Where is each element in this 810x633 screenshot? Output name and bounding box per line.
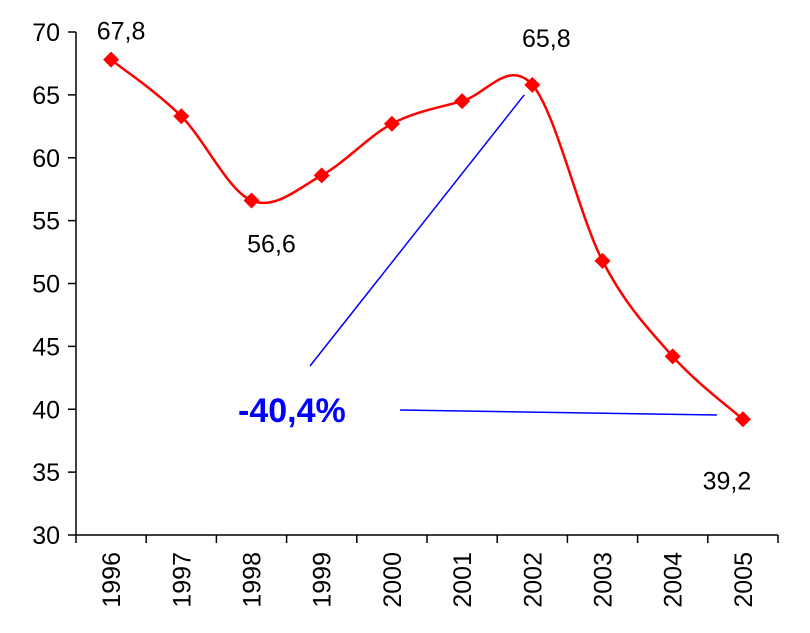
data-label: 39,2 <box>703 467 752 495</box>
data-point-marker <box>173 108 190 125</box>
x-axis-ticks: 1996 1997 1998 1999 2000 2001 2002 2003 2004 2005 <box>75 535 779 608</box>
data-label: 56,6 <box>247 231 296 259</box>
y-tick-label: 35 <box>32 459 60 487</box>
y-tick-label: 60 <box>32 145 60 173</box>
y-tick-label: 30 <box>32 522 60 550</box>
data-point-marker <box>313 167 330 184</box>
x-tick-label: 2001 <box>449 552 477 608</box>
x-tick-label: 1997 <box>168 552 196 608</box>
series-markers <box>103 51 751 428</box>
series-line <box>110 58 744 421</box>
axes <box>75 32 778 536</box>
data-label: 65,8 <box>522 25 571 53</box>
x-tick-label: 2004 <box>660 552 688 608</box>
data-point-marker <box>454 93 471 110</box>
data-point-marker <box>524 76 541 93</box>
y-tick-label: 65 <box>32 82 60 110</box>
annotation-line-end <box>399 409 717 416</box>
x-tick-label: 2002 <box>519 552 547 608</box>
x-tick-label: 2000 <box>379 552 407 608</box>
x-tick-label: 1996 <box>98 552 126 608</box>
y-tick-label: 50 <box>32 271 60 299</box>
y-tick-label: 70 <box>32 19 60 47</box>
x-tick-label: 2005 <box>730 552 758 608</box>
data-point-marker <box>383 115 400 132</box>
annotation-line-peak <box>309 94 525 367</box>
data-labels: 67,8 56,6 65,8 39,2 <box>97 18 751 496</box>
y-tick-label: 45 <box>32 333 60 361</box>
x-tick-label: 1998 <box>239 552 267 608</box>
data-point-marker <box>594 252 611 269</box>
annotation: -40,4% <box>238 94 717 430</box>
x-tick-label: 2003 <box>590 552 618 608</box>
data-point-marker <box>243 192 260 209</box>
annotation-text: -40,4% <box>238 392 346 430</box>
data-point-marker <box>664 348 681 365</box>
y-tick-label: 55 <box>32 208 60 236</box>
data-label: 67,8 <box>97 18 146 46</box>
x-tick-label: 1999 <box>309 552 337 608</box>
data-point-marker <box>734 411 751 428</box>
y-tick-label: 40 <box>32 396 60 424</box>
y-axis-ticks: 30 35 40 45 50 55 60 65 70 <box>32 19 76 550</box>
data-point-marker <box>103 51 120 68</box>
